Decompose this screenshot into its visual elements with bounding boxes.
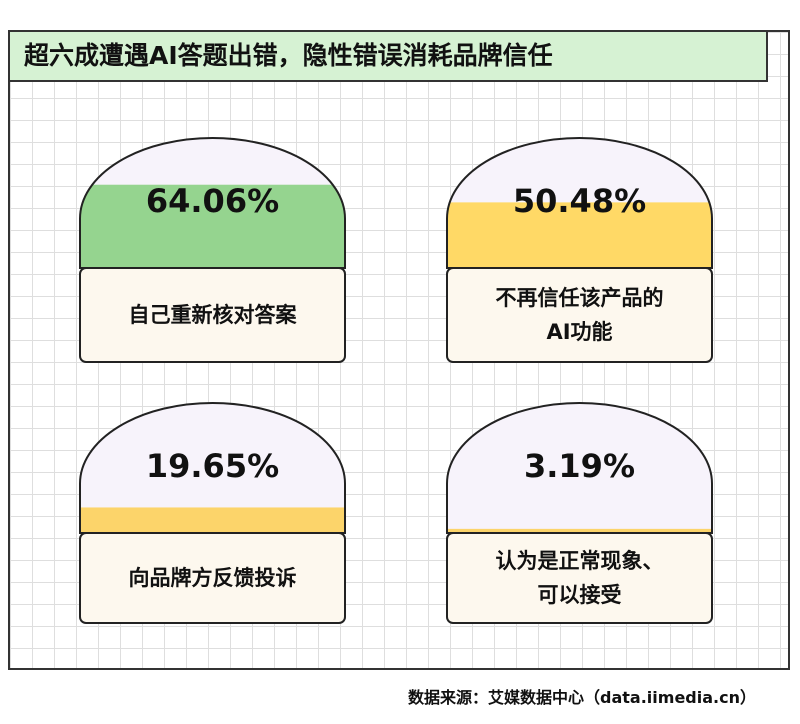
dome-fill — [447, 528, 712, 533]
category-label: 向品牌方反馈投诉 — [128, 566, 297, 590]
label-box — [79, 267, 346, 363]
dome-outline — [446, 402, 713, 534]
dome-background — [447, 403, 712, 533]
dome-fill — [80, 507, 345, 533]
category-label: 不再信任该产品的 AI功能 — [495, 286, 664, 344]
label-box — [446, 532, 713, 624]
label-box — [79, 532, 346, 624]
label-box — [446, 267, 713, 363]
dome-fill — [447, 202, 712, 268]
dome-outline — [446, 137, 713, 269]
value-label: 19.65% — [145, 447, 280, 485]
source-note: 数据来源：艾媒数据中心（data.iimedia.cn） — [408, 688, 756, 707]
dome-fill — [80, 184, 345, 268]
dome-background — [80, 403, 345, 533]
dome-outline — [79, 402, 346, 534]
category-label: 认为是正常现象、 可以接受 — [495, 549, 664, 607]
category-label: 自己重新核对答案 — [128, 303, 297, 327]
value-label: 50.48% — [512, 182, 647, 220]
chart-title: 超六成遭遇AI答题出错，隐性错误消耗品牌信任 — [8, 30, 768, 82]
value-label: 3.19% — [523, 447, 635, 485]
dome-outline — [79, 137, 346, 269]
value-label: 64.06% — [145, 182, 280, 220]
